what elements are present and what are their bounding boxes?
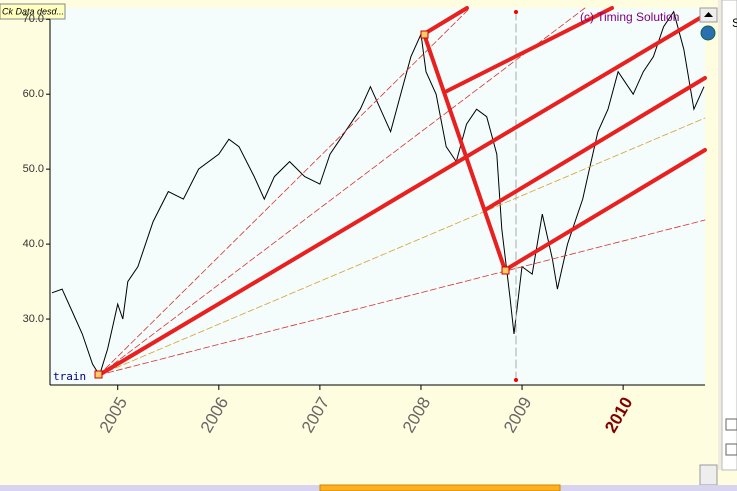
- y-tick-label: 50.0: [23, 163, 44, 175]
- y-tick-label: 70.0: [23, 13, 44, 25]
- tab-label: Ck Data desd...: [2, 6, 64, 16]
- side-letter: S: [732, 16, 737, 30]
- y-tick-label: 40.0: [23, 238, 44, 250]
- y-tick-label: 30.0: [23, 313, 44, 325]
- fan-line: [98, 7, 586, 376]
- fan-line: [98, 219, 706, 376]
- cursor-dot: [514, 10, 518, 14]
- h-scroll-thumb[interactable]: [319, 484, 561, 491]
- tab[interactable]: [0, 3, 66, 20]
- median-line: [97, 16, 702, 377]
- channel-line: [422, 6, 469, 36]
- copyright: (c) Timing Solution: [580, 10, 679, 24]
- channel-line: [483, 76, 707, 212]
- train-label: train: [53, 370, 86, 383]
- price-line: [51, 10, 705, 377]
- fan-line: [98, 117, 706, 376]
- pivot[interactable]: [94, 370, 103, 379]
- pivot[interactable]: [501, 266, 510, 275]
- checkbox[interactable]: [725, 443, 737, 456]
- marks: [51, 10, 705, 377]
- checkbox[interactable]: [725, 418, 737, 431]
- arrow: [704, 12, 713, 17]
- channel-line: [443, 6, 614, 94]
- pitchfork: [94, 6, 707, 382]
- pivot-line: [422, 32, 507, 272]
- plot-area: [50, 8, 705, 385]
- pivot[interactable]: [420, 30, 429, 39]
- globe-icon[interactable]: [700, 25, 716, 41]
- side-panel-inner: [721, 0, 737, 471]
- channel-line: [503, 148, 707, 272]
- fan-line: [98, 7, 471, 376]
- scroll-buttons[interactable]: [699, 464, 718, 486]
- cursor-dot: [514, 378, 518, 382]
- y-tick-label: 60.0: [23, 88, 44, 100]
